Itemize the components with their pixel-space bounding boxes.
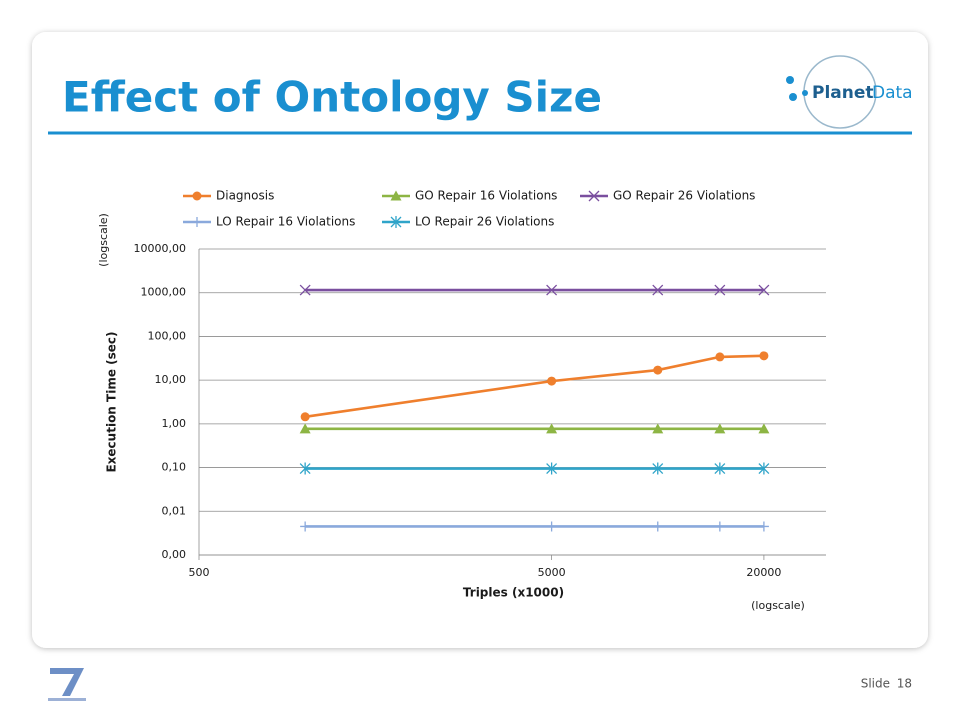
marker [653, 365, 663, 375]
y-tick-label: 10,00 [155, 373, 187, 386]
y-tick-label: 10000,00 [134, 242, 187, 255]
marker [546, 521, 557, 532]
marker [714, 284, 726, 296]
y-axis-note: (logscale) [97, 213, 110, 267]
x-tick-label: 500 [189, 566, 210, 579]
slide-card [32, 32, 928, 648]
marker [759, 351, 769, 361]
eu-logo-bar [48, 698, 86, 701]
slide-number: 18 [897, 677, 912, 691]
logo-dot [786, 76, 794, 84]
marker [652, 521, 663, 532]
y-tick-label: 1000,00 [141, 286, 187, 299]
legend-label: GO Repair 16 Violations [415, 189, 557, 203]
marker [299, 284, 311, 296]
logo-dot [802, 90, 808, 96]
chart: 0,00 0,01 0,10 1,00 10,00 100,00 1000,00 10000,… [97, 189, 826, 612]
marker [192, 191, 202, 201]
eu-logo [44, 662, 90, 702]
marker [758, 462, 770, 475]
y-tick-label: 0,10 [162, 461, 187, 474]
marker [299, 462, 311, 475]
marker [714, 462, 726, 475]
marker [652, 423, 664, 434]
marker [758, 521, 769, 532]
marker [546, 423, 558, 434]
y-tick-label: 100,00 [148, 329, 187, 342]
marker [300, 412, 310, 422]
slide-title: Effect of Ontology Size [62, 73, 602, 122]
marker [192, 217, 202, 227]
x-tick-label: 5000 [538, 566, 566, 579]
marker [546, 462, 558, 475]
x-axis-note: (logscale) [751, 599, 805, 612]
legend-label: LO Repair 26 Violations [415, 215, 554, 229]
marker [652, 462, 664, 475]
marker [390, 190, 402, 201]
y-tick-label: 0,01 [162, 504, 187, 517]
y-tick-label: 1,00 [162, 417, 187, 430]
x-axis-title: Triples (x1000) [463, 586, 564, 600]
marker [714, 521, 725, 532]
logo-word: Planet [812, 83, 874, 103]
marker [714, 423, 726, 434]
y-axis-title: Execution Time (sec) [105, 331, 119, 472]
marker [547, 376, 557, 386]
marker [390, 216, 402, 228]
marker [300, 521, 311, 532]
x-tick-label: 20000 [746, 566, 781, 579]
legend-label: Diagnosis [216, 189, 274, 203]
y-tick-label: 0,00 [162, 548, 187, 561]
eu-logo-seven [50, 668, 84, 696]
logo-word: Data [872, 83, 913, 103]
marker [652, 284, 664, 296]
marker [546, 284, 558, 296]
logo-dot [789, 93, 797, 101]
marker [758, 423, 770, 434]
marker [758, 284, 770, 296]
slide-footer-label: Slide [861, 677, 890, 691]
marker [299, 423, 311, 434]
legend-label: GO Repair 26 Violations [613, 189, 755, 203]
legend-label: LO Repair 16 Violations [216, 215, 355, 229]
marker [715, 352, 725, 362]
logo: Planet Data [786, 55, 913, 129]
marker [588, 190, 600, 202]
